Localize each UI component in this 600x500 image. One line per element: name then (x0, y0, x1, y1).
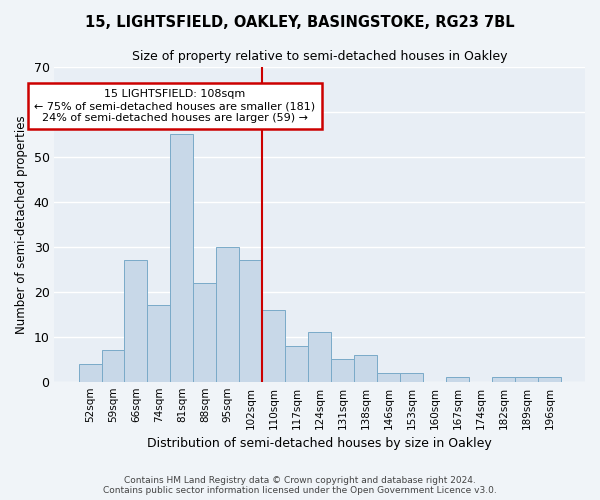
Bar (124, 260, 148, 382)
Bar (308, 332, 331, 382)
Bar (148, 305, 170, 382)
Text: 15, LIGHTSFIELD, OAKLEY, BASINGSTOKE, RG23 7BL: 15, LIGHTSFIELD, OAKLEY, BASINGSTOKE, RG… (85, 15, 515, 30)
Bar (331, 359, 354, 382)
Bar (492, 377, 515, 382)
Bar (101, 350, 124, 382)
Bar (515, 377, 538, 382)
Bar (400, 372, 423, 382)
Bar (262, 310, 285, 382)
Bar (170, 134, 193, 382)
Text: Contains HM Land Registry data © Crown copyright and database right 2024.
Contai: Contains HM Land Registry data © Crown c… (103, 476, 497, 495)
Bar (79, 364, 101, 382)
Bar (239, 260, 262, 382)
Title: Size of property relative to semi-detached houses in Oakley: Size of property relative to semi-detach… (132, 50, 508, 63)
Text: 15 LIGHTSFIELD: 108sqm
← 75% of semi-detached houses are smaller (181)
24% of se: 15 LIGHTSFIELD: 108sqm ← 75% of semi-det… (34, 90, 316, 122)
Bar (193, 283, 217, 382)
X-axis label: Distribution of semi-detached houses by size in Oakley: Distribution of semi-detached houses by … (148, 437, 492, 450)
Bar (538, 377, 561, 382)
Bar (285, 346, 308, 382)
Bar (377, 372, 400, 382)
Bar (446, 377, 469, 382)
Y-axis label: Number of semi-detached properties: Number of semi-detached properties (15, 115, 28, 334)
Bar (354, 354, 377, 382)
Bar (217, 247, 239, 382)
